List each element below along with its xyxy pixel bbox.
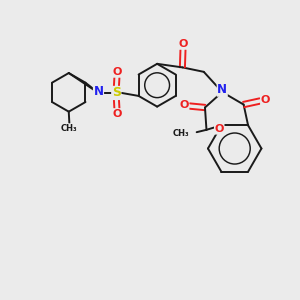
Text: S: S	[112, 86, 121, 100]
Text: N: N	[94, 85, 103, 98]
Text: O: O	[178, 39, 188, 49]
Text: N: N	[217, 83, 227, 96]
Text: O: O	[112, 67, 122, 77]
Text: O: O	[179, 100, 189, 110]
Text: CH₃: CH₃	[61, 124, 78, 133]
Text: O: O	[112, 109, 122, 119]
Text: O: O	[261, 95, 270, 105]
Text: CH₃: CH₃	[173, 129, 190, 138]
Text: O: O	[214, 124, 224, 134]
